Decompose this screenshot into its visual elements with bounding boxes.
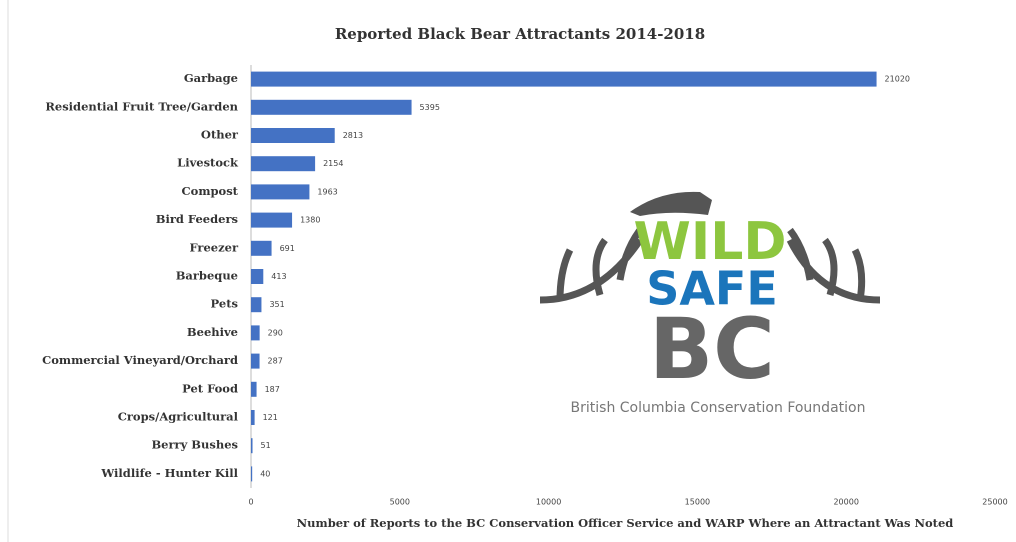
antler-left xyxy=(539,227,643,304)
bar xyxy=(251,381,257,397)
y-tick-label: Pet Food xyxy=(182,381,238,395)
y-tick-label: Beehive xyxy=(187,325,238,339)
bar xyxy=(251,466,253,482)
logo-safe: SAFE xyxy=(646,262,778,316)
value-label: 121 xyxy=(263,413,278,422)
y-tick-label: Pets xyxy=(211,297,238,311)
x-tick-label: 25000 xyxy=(982,498,1007,507)
bar xyxy=(251,240,272,256)
bar xyxy=(251,410,255,425)
value-label: 2813 xyxy=(343,131,363,140)
bar xyxy=(251,212,293,228)
bar xyxy=(251,325,260,341)
value-label: 5395 xyxy=(420,103,440,112)
y-tick-label: Residential Fruit Tree/Garden xyxy=(45,99,238,113)
y-tick-label: Compost xyxy=(182,184,239,198)
value-label: 351 xyxy=(269,300,284,309)
bar xyxy=(251,71,877,87)
value-label: 1380 xyxy=(300,216,320,225)
x-tick-label: 0 xyxy=(248,498,253,507)
y-tick-label: Bird Feeders xyxy=(156,212,238,226)
x-axis-title: Number of Reports to the BC Conservation… xyxy=(297,516,954,530)
x-tick-label: 20000 xyxy=(833,498,858,507)
value-label: 40 xyxy=(260,469,270,478)
chart-title: Reported Black Bear Attractants 2014-201… xyxy=(335,25,705,43)
value-label: 21020 xyxy=(885,75,910,84)
logo-caption: British Columbia Conservation Foundation xyxy=(571,400,866,416)
y-tick-label: Livestock xyxy=(177,156,239,170)
logo-bc: BC xyxy=(649,300,775,398)
y-tick-label: Commercial Vineyard/Orchard xyxy=(42,353,238,367)
x-tick-label: 15000 xyxy=(685,498,710,507)
bar xyxy=(251,184,310,200)
logo-wild: WILD xyxy=(633,212,786,272)
bar xyxy=(251,269,264,284)
value-label: 691 xyxy=(280,244,295,253)
value-label: 1963 xyxy=(317,187,337,196)
y-tick-label: Wildlife - Hunter Kill xyxy=(100,466,238,480)
y-tick-label: Barbeque xyxy=(176,269,238,283)
bar xyxy=(251,438,253,454)
y-tick-label: Berry Bushes xyxy=(151,438,238,452)
bar xyxy=(251,128,335,143)
y-tick-label: Crops/Agricultural xyxy=(118,410,239,424)
value-label: 290 xyxy=(268,328,283,337)
value-label: 2154 xyxy=(323,159,343,168)
value-label: 51 xyxy=(261,441,271,450)
value-label: 413 xyxy=(271,272,286,281)
bar xyxy=(251,156,316,172)
value-label: 187 xyxy=(265,385,280,394)
antler-right xyxy=(786,227,881,304)
bar xyxy=(251,99,412,115)
y-tick-label: Garbage xyxy=(184,71,238,85)
y-tick-label: Other xyxy=(201,128,239,142)
y-tick-label: Freezer xyxy=(189,240,239,254)
logo: WILD SAFE BC British Columbia Conservati… xyxy=(539,191,881,416)
x-tick-label: 5000 xyxy=(390,498,410,507)
x-tick-label: 10000 xyxy=(536,498,561,507)
bar xyxy=(251,353,260,369)
value-label: 287 xyxy=(268,357,283,366)
bar xyxy=(251,297,262,313)
cougar xyxy=(630,191,712,216)
